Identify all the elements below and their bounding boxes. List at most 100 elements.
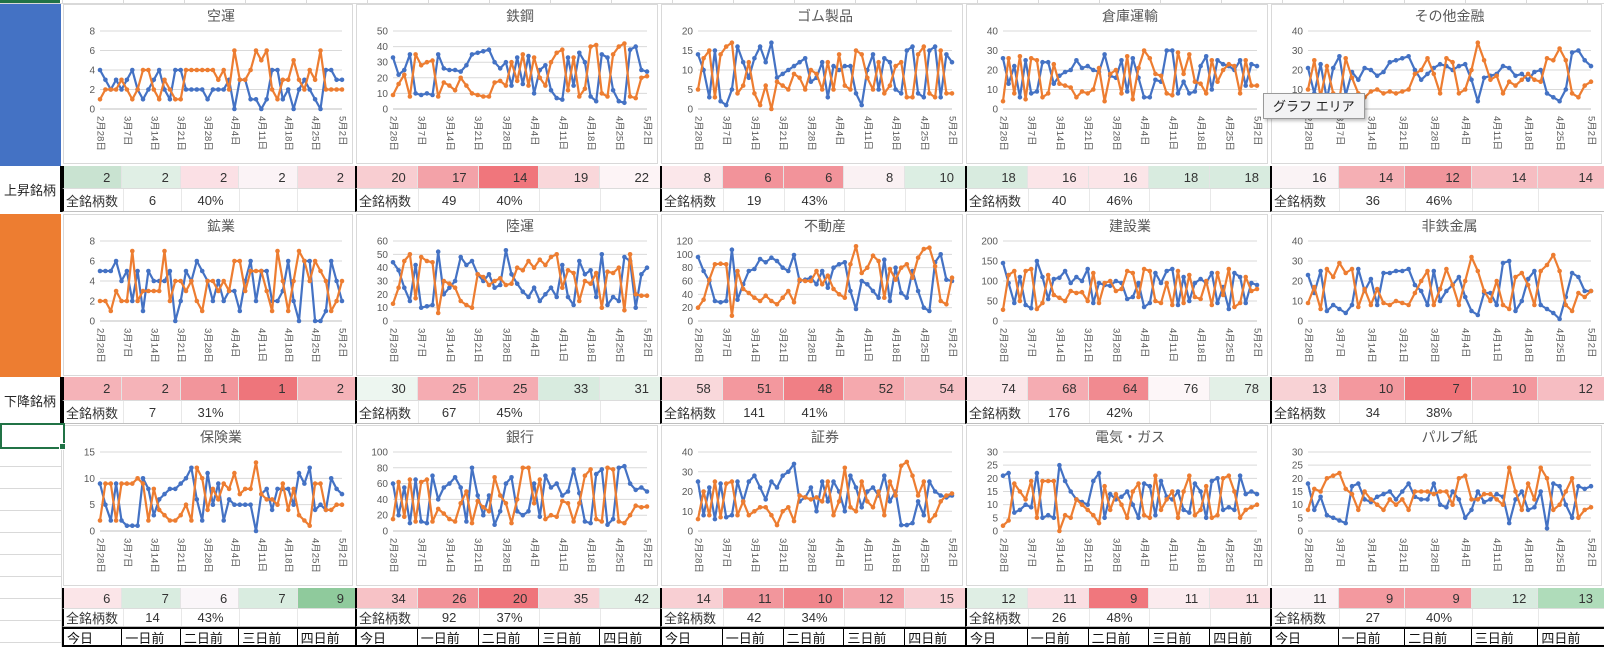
sector-chart-非鉄金属[interactable]: 非鉄金属 0 10 20 30 40 2月28日 3月7日 3月14日 3月21日 3月28日 4月4… — [1271, 214, 1602, 376]
empty-cell[interactable] — [1209, 401, 1270, 423]
total-label-cell[interactable]: 全銘柄数 — [664, 611, 717, 626]
total-count-cell[interactable]: 34 — [1339, 401, 1405, 423]
count-cell[interactable]: 10 — [782, 588, 844, 608]
total-pct-cell[interactable]: 40% — [1405, 609, 1471, 626]
count-cell[interactable]: 18 — [967, 166, 1027, 188]
count-cell[interactable]: 12 — [843, 588, 905, 608]
empty-cell[interactable] — [297, 189, 355, 211]
total-pct-cell[interactable]: 40% — [478, 189, 539, 211]
total-label-cell[interactable]: 全銘柄数 — [66, 611, 119, 626]
count-cell[interactable]: 11 — [1209, 588, 1270, 608]
total-label-cell[interactable]: 全銘柄数 — [359, 611, 412, 626]
day-header-cell[interactable]: 今日 — [67, 630, 94, 646]
count-cell[interactable]: 33 — [538, 377, 600, 400]
total-pct-cell[interactable]: 31% — [181, 401, 239, 423]
sector-chart-不動産[interactable]: 不動産 0 20 40 60 80 100 120 2月28日 3月7日 3月14日 3月21日 3月2… — [661, 214, 963, 376]
down-stocks-label-cell[interactable]: 下降銘柄 — [0, 377, 62, 424]
count-cell[interactable]: 6 — [782, 166, 844, 188]
count-cell[interactable]: 78 — [1209, 377, 1270, 400]
day-header-cell[interactable]: 三日前 — [843, 629, 904, 645]
day-header-cell[interactable]: 四日前 — [1209, 629, 1270, 645]
day-header-cell[interactable]: 二日前 — [179, 629, 238, 645]
count-cell[interactable]: 30 — [357, 377, 417, 400]
count-cell[interactable]: 14 — [477, 166, 539, 188]
count-cell[interactable]: 12 — [967, 588, 1027, 608]
sector-chart-倉庫運輸[interactable]: 倉庫運輸 0 10 20 30 40 2月28日 3月7日 3月14日 3月21日 3月28日 4月4… — [966, 4, 1268, 164]
count-cell[interactable]: 31 — [599, 377, 660, 400]
empty-cell[interactable] — [539, 401, 599, 423]
count-cell[interactable]: 2 — [64, 377, 122, 400]
empty-cell[interactable] — [297, 609, 355, 626]
count-cell[interactable]: 6 — [64, 588, 122, 608]
count-cell[interactable]: 42 — [599, 588, 660, 608]
count-cell[interactable]: 22 — [599, 166, 660, 188]
day-header-cell[interactable]: 二日前 — [1404, 629, 1471, 645]
empty-cell[interactable] — [1471, 401, 1538, 423]
sector-chart-空運[interactable]: 空運 0 2 4 6 8 2月28日 3月7日 3月14日 3月21日 3月28日 4月4日 4月11日… — [63, 4, 353, 164]
day-header-cell[interactable]: 今日 — [970, 630, 997, 646]
day-header-cell[interactable]: 三日前 — [238, 629, 296, 645]
count-cell[interactable]: 9 — [1337, 588, 1405, 608]
total-count-cell[interactable]: 19 — [723, 189, 783, 211]
day-header-cell[interactable]: 四日前 — [1537, 629, 1604, 645]
total-pct-cell[interactable]: 37% — [478, 609, 539, 626]
total-label-cell[interactable]: 全銘柄数 — [66, 405, 119, 421]
count-cell[interactable]: 20 — [357, 166, 417, 188]
count-cell[interactable]: 18 — [1209, 166, 1270, 188]
total-count-cell[interactable]: 92 — [418, 609, 478, 626]
count-cell[interactable]: 2 — [64, 166, 122, 188]
day-header-cell[interactable]: 四日前 — [599, 629, 660, 645]
empty-cell[interactable] — [297, 401, 355, 423]
empty-cell[interactable] — [1537, 189, 1604, 211]
day-header-cell[interactable]: 一日前 — [721, 629, 783, 645]
empty-cell[interactable] — [1209, 189, 1270, 211]
total-label-cell[interactable]: 全銘柄数 — [969, 193, 1022, 209]
sector-chart-その他金融[interactable]: その他金融0102030402月28日3月7日3月14日3月21日3月28日4月… — [1271, 4, 1602, 164]
day-header-cell[interactable]: 今日 — [360, 630, 387, 646]
count-cell[interactable]: 76 — [1148, 377, 1210, 400]
count-cell[interactable]: 13 — [1537, 588, 1604, 608]
count-cell[interactable]: 8 — [843, 166, 905, 188]
count-cell[interactable]: 34 — [357, 588, 417, 608]
count-cell[interactable]: 17 — [416, 166, 478, 188]
count-cell[interactable]: 6 — [179, 588, 239, 608]
empty-cell[interactable] — [844, 401, 904, 423]
total-count-cell[interactable]: 42 — [723, 609, 783, 626]
empty-cell[interactable] — [1471, 609, 1538, 626]
total-label-cell[interactable]: 全銘柄数 — [66, 193, 119, 209]
total-count-cell[interactable]: 14 — [123, 609, 181, 626]
total-pct-cell[interactable]: 34% — [783, 609, 844, 626]
empty-cell[interactable] — [1149, 189, 1209, 211]
count-cell[interactable]: 9 — [1087, 588, 1149, 608]
total-pct-cell[interactable]: 43% — [783, 189, 844, 211]
day-header-cell[interactable]: 三日前 — [1470, 629, 1538, 645]
count-cell[interactable]: 74 — [967, 377, 1027, 400]
count-cell[interactable]: 14 — [1537, 166, 1604, 188]
day-header-cell[interactable]: 三日前 — [1148, 629, 1209, 645]
count-cell[interactable]: 10 — [904, 166, 965, 188]
total-count-cell[interactable]: 176 — [1028, 401, 1088, 423]
total-pct-cell[interactable]: 42% — [1088, 401, 1149, 423]
count-cell[interactable]: 25 — [477, 377, 539, 400]
count-cell[interactable]: 18 — [1148, 166, 1210, 188]
empty-cell[interactable] — [1537, 401, 1604, 423]
empty-cell[interactable] — [1149, 401, 1209, 423]
total-pct-cell[interactable]: 38% — [1405, 401, 1471, 423]
count-cell[interactable]: 20 — [477, 588, 539, 608]
count-cell[interactable]: 16 — [1272, 166, 1338, 188]
count-cell[interactable]: 9 — [1404, 588, 1471, 608]
total-label-cell[interactable]: 全銘柄数 — [969, 405, 1022, 421]
count-cell[interactable]: 14 — [662, 588, 722, 608]
count-cell[interactable]: 2 — [238, 166, 297, 188]
total-count-cell[interactable]: 40 — [1028, 189, 1088, 211]
empty-cell[interactable] — [904, 609, 965, 626]
count-cell[interactable]: 35 — [538, 588, 600, 608]
count-cell[interactable]: 54 — [904, 377, 965, 400]
empty-cell[interactable] — [599, 401, 660, 423]
count-cell[interactable]: 11 — [721, 588, 783, 608]
sector-chart-建設業[interactable]: 建設業 0 50 100 150 200 2月28日 3月7日 3月14日 3月21日 3月28日 4… — [966, 214, 1268, 376]
count-cell[interactable]: 12 — [1537, 377, 1604, 400]
empty-cell[interactable] — [539, 189, 599, 211]
sector-chart-パルプ紙[interactable]: パルプ紙 0 5 10 15 20 25 30 2月28日 3月7日 3月14日 3月21日 3月28日… — [1271, 425, 1602, 586]
count-cell[interactable]: 68 — [1026, 377, 1088, 400]
